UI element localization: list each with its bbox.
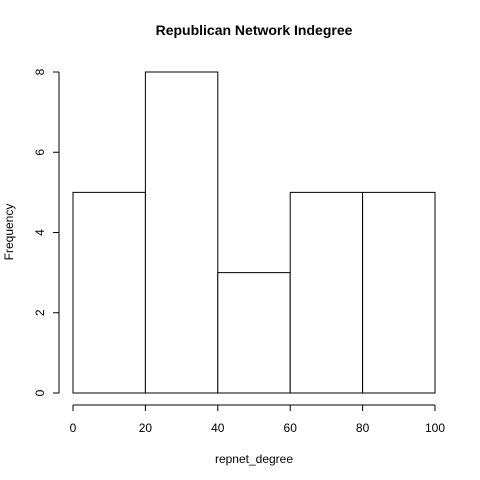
histogram-bar-4 (363, 192, 435, 393)
y-tick-label-0: 0 (33, 389, 47, 396)
histogram-bars (73, 72, 435, 393)
histogram-bar-0 (73, 192, 145, 393)
histogram-bar-3 (290, 192, 362, 393)
y-tick-label-3: 6 (33, 149, 47, 156)
x-axis-ticks: 0 20 40 60 80 100 (70, 405, 446, 435)
x-tick-label-2: 40 (211, 421, 225, 435)
histogram-bar-2 (218, 273, 290, 393)
chart-title: Republican Network Indegree (156, 22, 353, 38)
x-tick-label-4: 80 (356, 421, 370, 435)
x-tick-label-5: 100 (425, 421, 445, 435)
y-tick-label-4: 8 (33, 68, 47, 75)
histogram-bar-1 (145, 72, 217, 393)
x-tick-label-3: 60 (284, 421, 298, 435)
y-tick-label-1: 2 (33, 309, 47, 316)
x-tick-label-1: 20 (139, 421, 153, 435)
x-tick-label-0: 0 (70, 421, 77, 435)
x-axis-label: repnet_degree (215, 452, 293, 466)
y-tick-label-2: 4 (33, 229, 47, 236)
y-axis-label: Frequency (2, 204, 16, 261)
y-axis-ticks: 0 2 4 6 8 (33, 68, 59, 396)
